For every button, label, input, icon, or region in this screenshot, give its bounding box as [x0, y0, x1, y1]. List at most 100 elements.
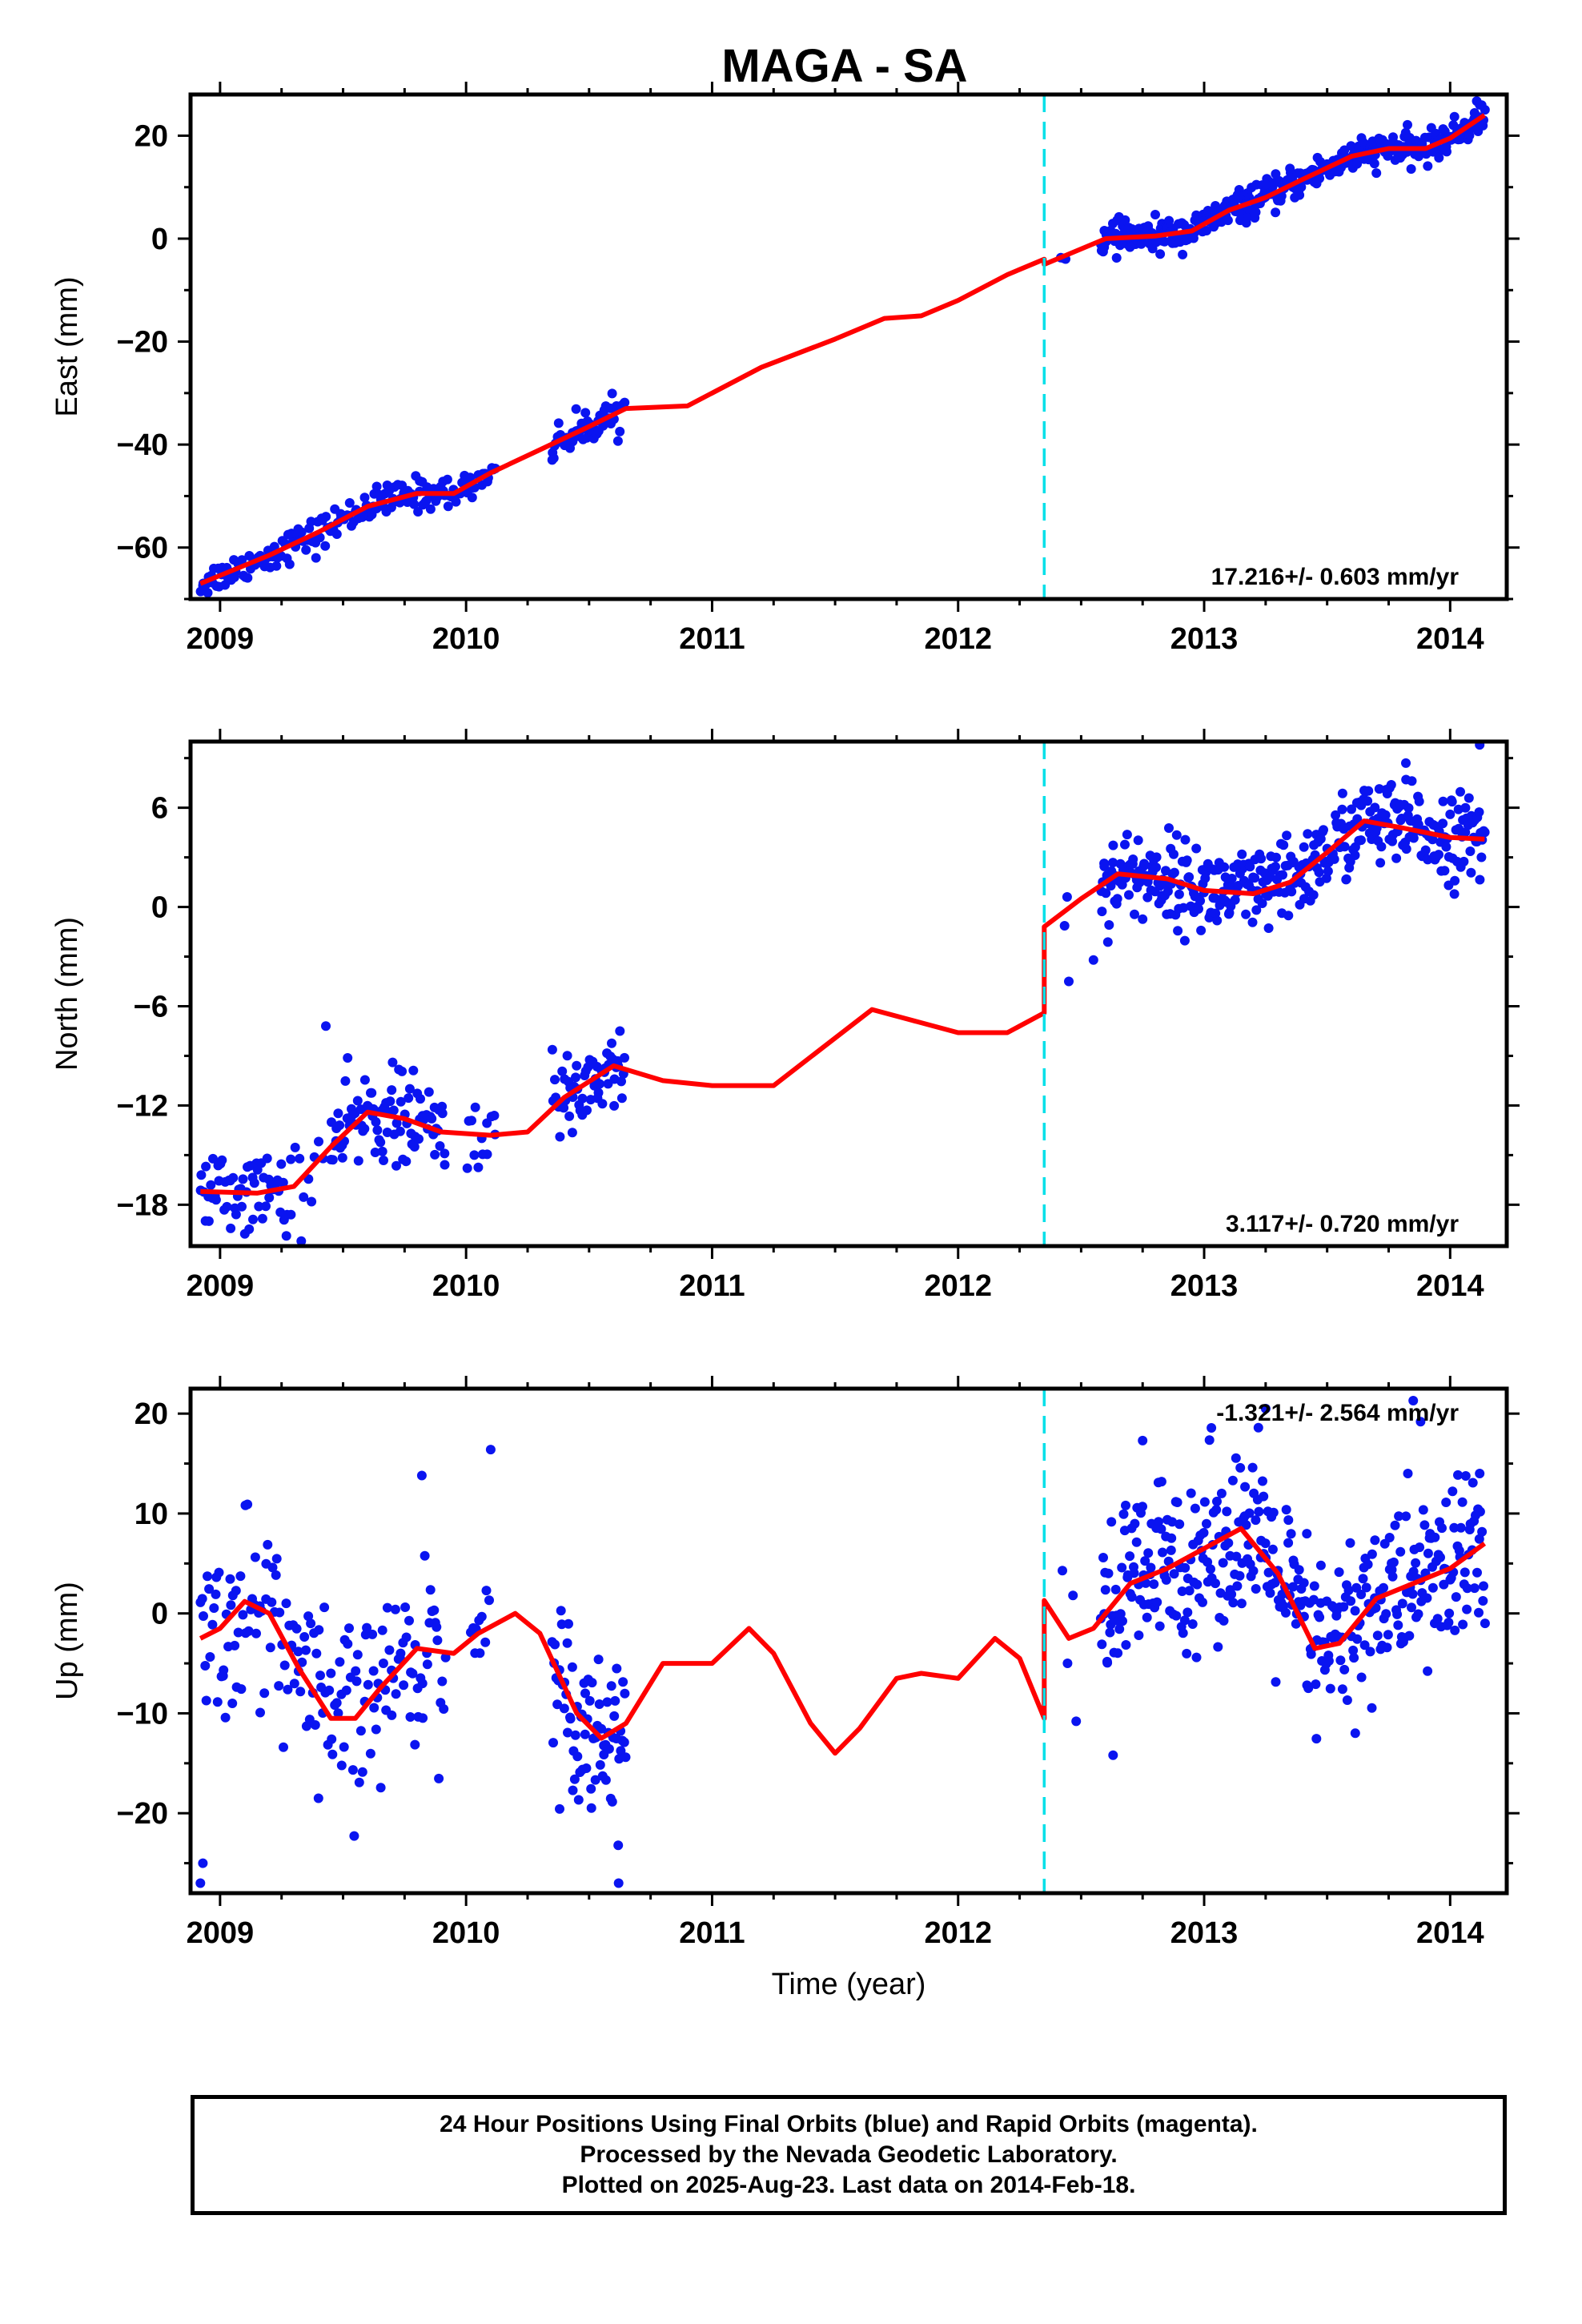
plot-frame	[188, 739, 1509, 1248]
data-point	[286, 1209, 296, 1220]
data-point	[1319, 825, 1328, 835]
data-point	[1245, 862, 1255, 872]
data-point	[1419, 1520, 1430, 1530]
data-point	[377, 1625, 387, 1635]
data-point	[409, 1142, 420, 1152]
data-point	[1438, 818, 1448, 829]
data-point	[331, 529, 342, 539]
data-point	[416, 1094, 425, 1104]
data-point	[1337, 788, 1347, 798]
data-point	[1260, 1404, 1271, 1413]
data-point	[1460, 802, 1471, 813]
data-point	[262, 1153, 272, 1164]
data-point	[1367, 1549, 1377, 1559]
rate-label: 3.117+/- 0.720 mm/yr	[1226, 1211, 1459, 1237]
data-point	[1180, 1562, 1191, 1573]
data-point	[568, 1785, 578, 1795]
data-point	[613, 1878, 624, 1888]
data-point	[1365, 1647, 1375, 1657]
data-point	[1422, 1593, 1432, 1603]
data-point	[291, 1623, 302, 1634]
data-point	[1299, 1578, 1309, 1588]
data-point	[1231, 1453, 1241, 1463]
data-point	[1341, 874, 1351, 884]
data-point	[384, 1645, 395, 1655]
data-point	[432, 1635, 443, 1646]
data-point	[1302, 1529, 1312, 1539]
data-point	[1198, 1597, 1207, 1607]
data-point	[1178, 1628, 1188, 1638]
data-point	[1156, 1524, 1166, 1534]
data-point	[244, 1224, 255, 1234]
data-point	[1441, 1498, 1452, 1507]
data-point	[196, 1170, 207, 1180]
data-point	[1129, 1568, 1139, 1578]
data-point	[1315, 173, 1325, 183]
data-point	[214, 1567, 224, 1578]
data-point	[344, 498, 355, 508]
data-point	[1211, 1578, 1220, 1589]
data-point	[1423, 1548, 1433, 1558]
data-point	[1352, 159, 1363, 169]
data-point	[377, 1146, 387, 1156]
y-tick-label: 0	[151, 223, 168, 256]
data-point	[379, 1156, 388, 1165]
data-point	[587, 1678, 597, 1688]
data-point	[559, 1103, 569, 1113]
data-point	[1098, 1553, 1108, 1562]
data-point	[1418, 1505, 1428, 1515]
data-point	[1115, 1609, 1126, 1619]
data-point	[1206, 1564, 1215, 1574]
data-point	[279, 1742, 288, 1752]
data-point	[347, 1765, 358, 1775]
data-point	[1167, 1517, 1178, 1527]
data-point	[327, 1749, 338, 1759]
data-point	[1407, 1589, 1418, 1599]
data-point	[1403, 1469, 1413, 1478]
data-point	[1415, 1542, 1425, 1553]
data-point	[1363, 786, 1374, 796]
data-point	[1202, 1518, 1211, 1529]
data-point	[368, 1666, 379, 1676]
data-point	[1451, 1592, 1461, 1602]
data-point	[238, 1610, 248, 1620]
data-point	[1342, 1695, 1352, 1705]
data-point	[1475, 1469, 1485, 1478]
x-tick-label: 2014	[1416, 1269, 1484, 1303]
data-point	[299, 1632, 310, 1642]
data-point	[1407, 776, 1417, 786]
data-point	[1151, 862, 1161, 873]
data-point	[1315, 1560, 1326, 1570]
data-point	[1475, 1506, 1485, 1517]
data-point	[1339, 842, 1350, 852]
data-point	[296, 1236, 307, 1246]
data-point	[410, 1739, 420, 1750]
data-point	[1314, 867, 1324, 878]
data-point	[443, 501, 453, 512]
data-point	[1480, 1618, 1490, 1629]
data-point	[382, 1602, 392, 1613]
data-point	[1283, 1515, 1294, 1526]
data-point	[327, 1734, 337, 1744]
data-point	[1192, 1579, 1203, 1590]
data-point	[612, 436, 623, 446]
data-point	[1276, 191, 1287, 201]
model-line	[199, 1526, 1487, 1756]
data-point	[243, 573, 253, 583]
data-point	[237, 1201, 247, 1212]
data-point	[1387, 1571, 1398, 1582]
y-axis-label: Up (mm)	[50, 1582, 84, 1700]
data-point	[401, 1632, 412, 1642]
data-point	[281, 1598, 291, 1609]
data-point	[555, 1803, 564, 1814]
data-point	[1480, 827, 1490, 838]
data-point	[1179, 935, 1190, 946]
data-point	[250, 1552, 260, 1562]
data-point	[1263, 923, 1274, 933]
data-point	[1219, 862, 1230, 872]
data-point	[1460, 1567, 1470, 1578]
data-point	[1162, 887, 1173, 896]
data-point	[609, 1100, 620, 1111]
data-point	[1187, 1619, 1198, 1629]
data-point	[1299, 842, 1309, 852]
